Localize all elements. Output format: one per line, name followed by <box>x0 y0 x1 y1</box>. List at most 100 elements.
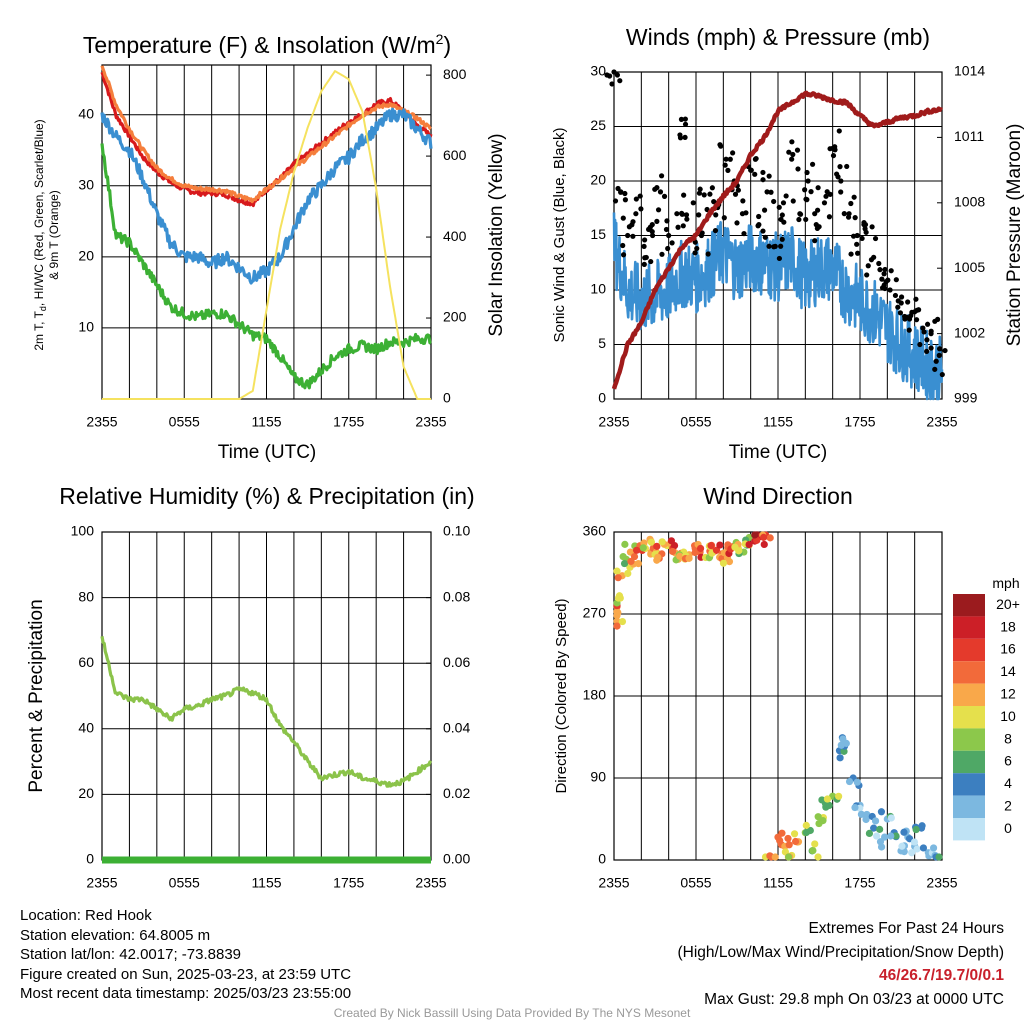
direction-point <box>776 836 784 845</box>
gust-point <box>816 224 822 230</box>
colorbar-swatch <box>953 638 985 662</box>
direction-point <box>871 817 880 825</box>
direction-point <box>639 544 647 552</box>
gust-point <box>897 310 904 316</box>
y-tick-label-left: 0 <box>86 851 94 867</box>
gust-point <box>630 219 636 225</box>
gust-point <box>888 268 894 274</box>
colorbar-label: 4 <box>1004 775 1012 791</box>
gust-point <box>863 229 869 235</box>
gust-point <box>913 317 920 323</box>
gust-point <box>881 271 887 277</box>
gust-point <box>883 279 889 285</box>
colorbar-swatch <box>953 818 985 841</box>
direction-point <box>620 559 629 568</box>
gust-point <box>905 299 911 305</box>
gust-point <box>705 251 711 257</box>
direction-point <box>719 559 728 567</box>
series-line-td <box>100 143 432 390</box>
direction-point <box>908 849 916 857</box>
gust-point <box>762 234 768 240</box>
temperature-xlabel: Time (UTC) <box>218 442 317 463</box>
gust-point <box>877 267 883 273</box>
y-tick-label-right: 1002 <box>954 324 985 340</box>
gust-point <box>803 196 809 202</box>
gust-point <box>781 219 787 225</box>
direction-point <box>814 853 822 861</box>
gust-point <box>887 287 893 293</box>
direction-point <box>835 792 843 800</box>
direction-point <box>865 829 874 837</box>
gust-point <box>699 230 705 236</box>
x-tick-label: 2355 <box>86 875 117 891</box>
y-tick-label-right: 400 <box>443 228 467 244</box>
direction-point <box>839 735 847 743</box>
temperature-title: Temperature (F) & Insolation (W/m2) <box>83 31 451 58</box>
colorbar-label: 18 <box>1000 618 1016 634</box>
gust-point <box>664 218 670 224</box>
series-line-9m-t <box>100 65 432 204</box>
station-location: Location: Red Hook <box>20 907 152 924</box>
gust-point <box>789 139 795 145</box>
direction-point <box>845 777 854 786</box>
gust-point <box>797 211 804 217</box>
y-tick-label-left: 30 <box>78 177 94 193</box>
gust-point <box>611 69 617 75</box>
gust-point <box>604 72 610 78</box>
colorbar-swatch <box>953 706 985 729</box>
gust-point <box>786 149 792 155</box>
y-tick-label-right: 200 <box>443 309 467 325</box>
gust-point <box>779 236 785 242</box>
direction-point <box>819 817 827 825</box>
gust-point <box>812 238 818 244</box>
gust-point <box>741 230 747 237</box>
gust-point <box>933 358 939 364</box>
gust-point <box>921 329 927 335</box>
gust-point <box>864 272 870 278</box>
direction-point <box>900 828 908 836</box>
gust-point <box>643 254 649 261</box>
gust-point <box>859 235 865 242</box>
direction-point <box>735 547 743 555</box>
gust-point <box>917 341 923 348</box>
gust-point <box>892 292 899 299</box>
gust-point <box>755 223 761 229</box>
y-tick-label-left: 40 <box>78 720 94 736</box>
gust-point <box>641 243 647 249</box>
y-tick-label-right: 1005 <box>954 259 985 275</box>
gust-point <box>637 193 643 199</box>
gust-point <box>876 260 882 267</box>
gust-point <box>614 72 620 78</box>
gust-point <box>827 146 833 152</box>
y-tick-label-left: 25 <box>590 117 606 133</box>
colorbar-label: 16 <box>1000 641 1016 657</box>
gust-point <box>766 173 772 179</box>
gust-point <box>743 210 749 216</box>
gust-point <box>906 327 912 333</box>
gust-point <box>730 150 736 156</box>
direction-point <box>898 842 906 850</box>
direction-point <box>887 814 895 822</box>
y-tick-label-right: 0.06 <box>443 654 470 670</box>
station-info: Location: Red Hook Station elevation: 64… <box>20 906 351 1004</box>
x-tick-label: 0555 <box>169 414 200 430</box>
gust-point <box>932 366 938 372</box>
y-tick-label-right: 0.10 <box>443 523 470 539</box>
gust-point <box>854 241 860 247</box>
gust-point <box>666 232 672 239</box>
gust-point <box>735 187 741 193</box>
colorbar-label: 8 <box>1004 730 1012 746</box>
winds-ylabel-left: Sonic Wind & Gust (Blue, Black) <box>551 127 568 342</box>
gust-point <box>776 204 782 210</box>
colorbar-label: 6 <box>1004 753 1012 769</box>
gust-point <box>756 213 762 220</box>
gust-point <box>779 212 785 218</box>
gust-point <box>661 193 668 199</box>
gust-point <box>841 211 847 217</box>
gust-point <box>760 228 766 234</box>
gust-point <box>868 257 875 263</box>
gust-point <box>679 211 685 217</box>
gust-point <box>836 128 842 134</box>
y-tick-label-left: 100 <box>71 523 95 539</box>
gust-point <box>932 318 938 324</box>
